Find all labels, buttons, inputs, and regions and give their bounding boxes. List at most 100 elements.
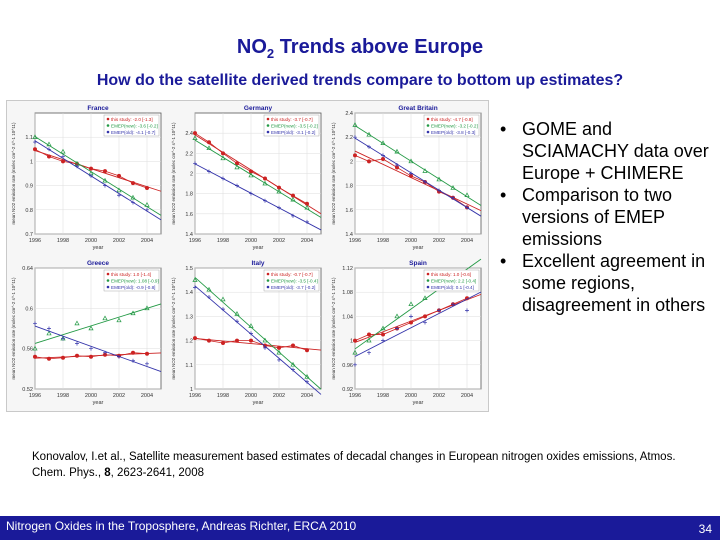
data-point-emep-old	[465, 308, 469, 313]
legend-entry: EMEP(new): -3.5 [-0.4]	[271, 278, 318, 283]
y-tick-label: 1.04	[342, 314, 353, 320]
data-point-this-study	[367, 159, 371, 164]
data-point-emep-old	[75, 164, 79, 169]
data-point-emep-new	[262, 180, 268, 186]
data-point-this-study	[117, 173, 121, 178]
x-axis-label: year	[253, 400, 264, 406]
data-point-emep-old	[145, 361, 149, 366]
data-point-this-study	[221, 341, 225, 346]
data-point-emep-new	[304, 204, 310, 210]
data-point-this-study	[145, 186, 149, 191]
footer-bar: Nitrogen Oxides in the Troposphere, Andr…	[0, 516, 720, 540]
x-tick-label: 2002	[113, 238, 125, 244]
data-point-emep-new	[130, 194, 136, 200]
data-point-emep-old	[437, 188, 441, 193]
data-point-emep-old	[451, 195, 455, 200]
data-point-emep-old	[207, 169, 211, 174]
data-point-this-study	[263, 176, 267, 181]
data-point-this-study	[381, 332, 385, 337]
data-point-emep-old	[367, 350, 371, 355]
data-point-emep-old	[437, 308, 441, 313]
legend-entry: EMEP(new): -3.6 [-0.2]	[111, 123, 158, 128]
data-point-emep-old	[117, 354, 121, 359]
bullet-item: Comparison to two versions of EMEP emiss…	[492, 184, 717, 250]
y-tick-label: 1.12	[342, 266, 353, 272]
data-point-this-study	[381, 156, 385, 161]
y-tick-label: 1.2	[185, 339, 193, 345]
data-point-emep-new	[144, 305, 150, 311]
data-point-emep-new	[380, 325, 386, 331]
trend-line-emep-old-	[34, 325, 162, 373]
y-axis-label: mean NO2 emission rate (molec cm^-2 s^-1…	[171, 277, 176, 380]
data-point-emep-new	[144, 202, 150, 207]
data-point-emep-old	[61, 336, 65, 341]
data-point-this-study	[193, 336, 197, 341]
legend-entry: EMEP(new): -3.5 [-0.2]	[271, 123, 318, 128]
slide-subtitle: How do the satellite derived trends comp…	[96, 72, 624, 89]
legend-entry: EMEP(old): -3.8 [-0.3]	[431, 130, 475, 135]
slide-title-main: NO	[236, 36, 267, 58]
legend-entry: this study: -0.7 [-0.7]	[271, 272, 313, 277]
x-tick-label: 2002	[433, 393, 445, 399]
data-point-this-study	[277, 345, 281, 350]
legend-entry: EMEP(old): 0.1 [-0.4]	[431, 285, 474, 290]
data-point-emep-new	[450, 185, 456, 190]
data-point-emep-new	[394, 148, 400, 154]
data-point-emep-old	[89, 346, 93, 351]
y-tick-label: 1.5	[185, 266, 193, 272]
data-point-emep-new	[352, 122, 358, 127]
data-point-emep-new	[422, 168, 428, 173]
x-tick-label: 1996	[189, 393, 201, 399]
data-point-this-study	[221, 151, 225, 156]
legend-marker	[426, 130, 430, 134]
data-point-this-study	[423, 314, 427, 319]
data-point-emep-new	[234, 311, 240, 316]
data-point-this-study	[367, 332, 371, 337]
trend-line-emep-new-	[34, 303, 162, 344]
data-point-emep-new	[234, 164, 240, 170]
data-point-emep-old	[395, 163, 399, 168]
chart-title-france: France	[87, 105, 109, 112]
slide-title-rest: Trends above Europe	[274, 36, 484, 58]
chart-title-spain: Spain	[409, 260, 427, 267]
chart-title-germany: Germany	[244, 105, 273, 112]
x-tick-label: 1998	[377, 393, 389, 399]
y-tick-label: 0.96	[342, 363, 353, 369]
data-point-emep-new	[366, 337, 372, 343]
trend-charts-svg: 1996 1998 2000 2002 2004 0.7 0.8 0.9 1 1.1 year mea…	[11, 105, 482, 406]
x-tick-label: 1996	[349, 393, 361, 399]
y-tick-label: 0.64	[22, 266, 33, 272]
data-point-this-study	[409, 173, 413, 178]
reference-pages: , 2623-2641, 2008	[110, 467, 204, 479]
data-point-emep-old	[207, 295, 211, 300]
x-tick-label: 2000	[245, 238, 257, 244]
x-tick-label: 2004	[301, 238, 313, 244]
x-tick-label: 2002	[113, 393, 125, 399]
data-point-this-study	[207, 338, 211, 343]
data-point-emep-old	[291, 213, 295, 218]
data-point-emep-new	[60, 148, 66, 154]
data-point-this-study	[47, 154, 51, 159]
y-tick-label: 2.4	[345, 111, 353, 117]
legend-entry: EMEP(new): 1.08 [-0.9]	[111, 278, 159, 283]
data-point-this-study	[47, 356, 51, 361]
x-axis-label: year	[253, 245, 264, 251]
x-tick-label: 2000	[405, 238, 417, 244]
y-tick-label: 1.6	[345, 208, 353, 214]
data-point-emep-old	[423, 320, 427, 325]
x-tick-label: 2000	[245, 393, 257, 399]
legend-entry: EMEP(new): 2.2 [-0.4]	[431, 278, 476, 283]
x-tick-label: 1998	[377, 238, 389, 244]
data-point-emep-old	[353, 362, 357, 367]
data-point-emep-new	[220, 296, 226, 302]
x-axis-label: year	[93, 245, 104, 251]
y-tick-label: 1.4	[345, 232, 353, 238]
data-point-emep-new	[290, 196, 296, 202]
data-point-this-study	[249, 338, 253, 343]
x-tick-label: 2000	[85, 393, 97, 399]
data-point-emep-old	[381, 338, 385, 343]
data-point-emep-old	[47, 147, 51, 152]
data-point-emep-new	[408, 158, 414, 164]
legend-entry: this study: -2.0 [-1.3]	[111, 117, 153, 122]
legend-box	[423, 114, 480, 137]
